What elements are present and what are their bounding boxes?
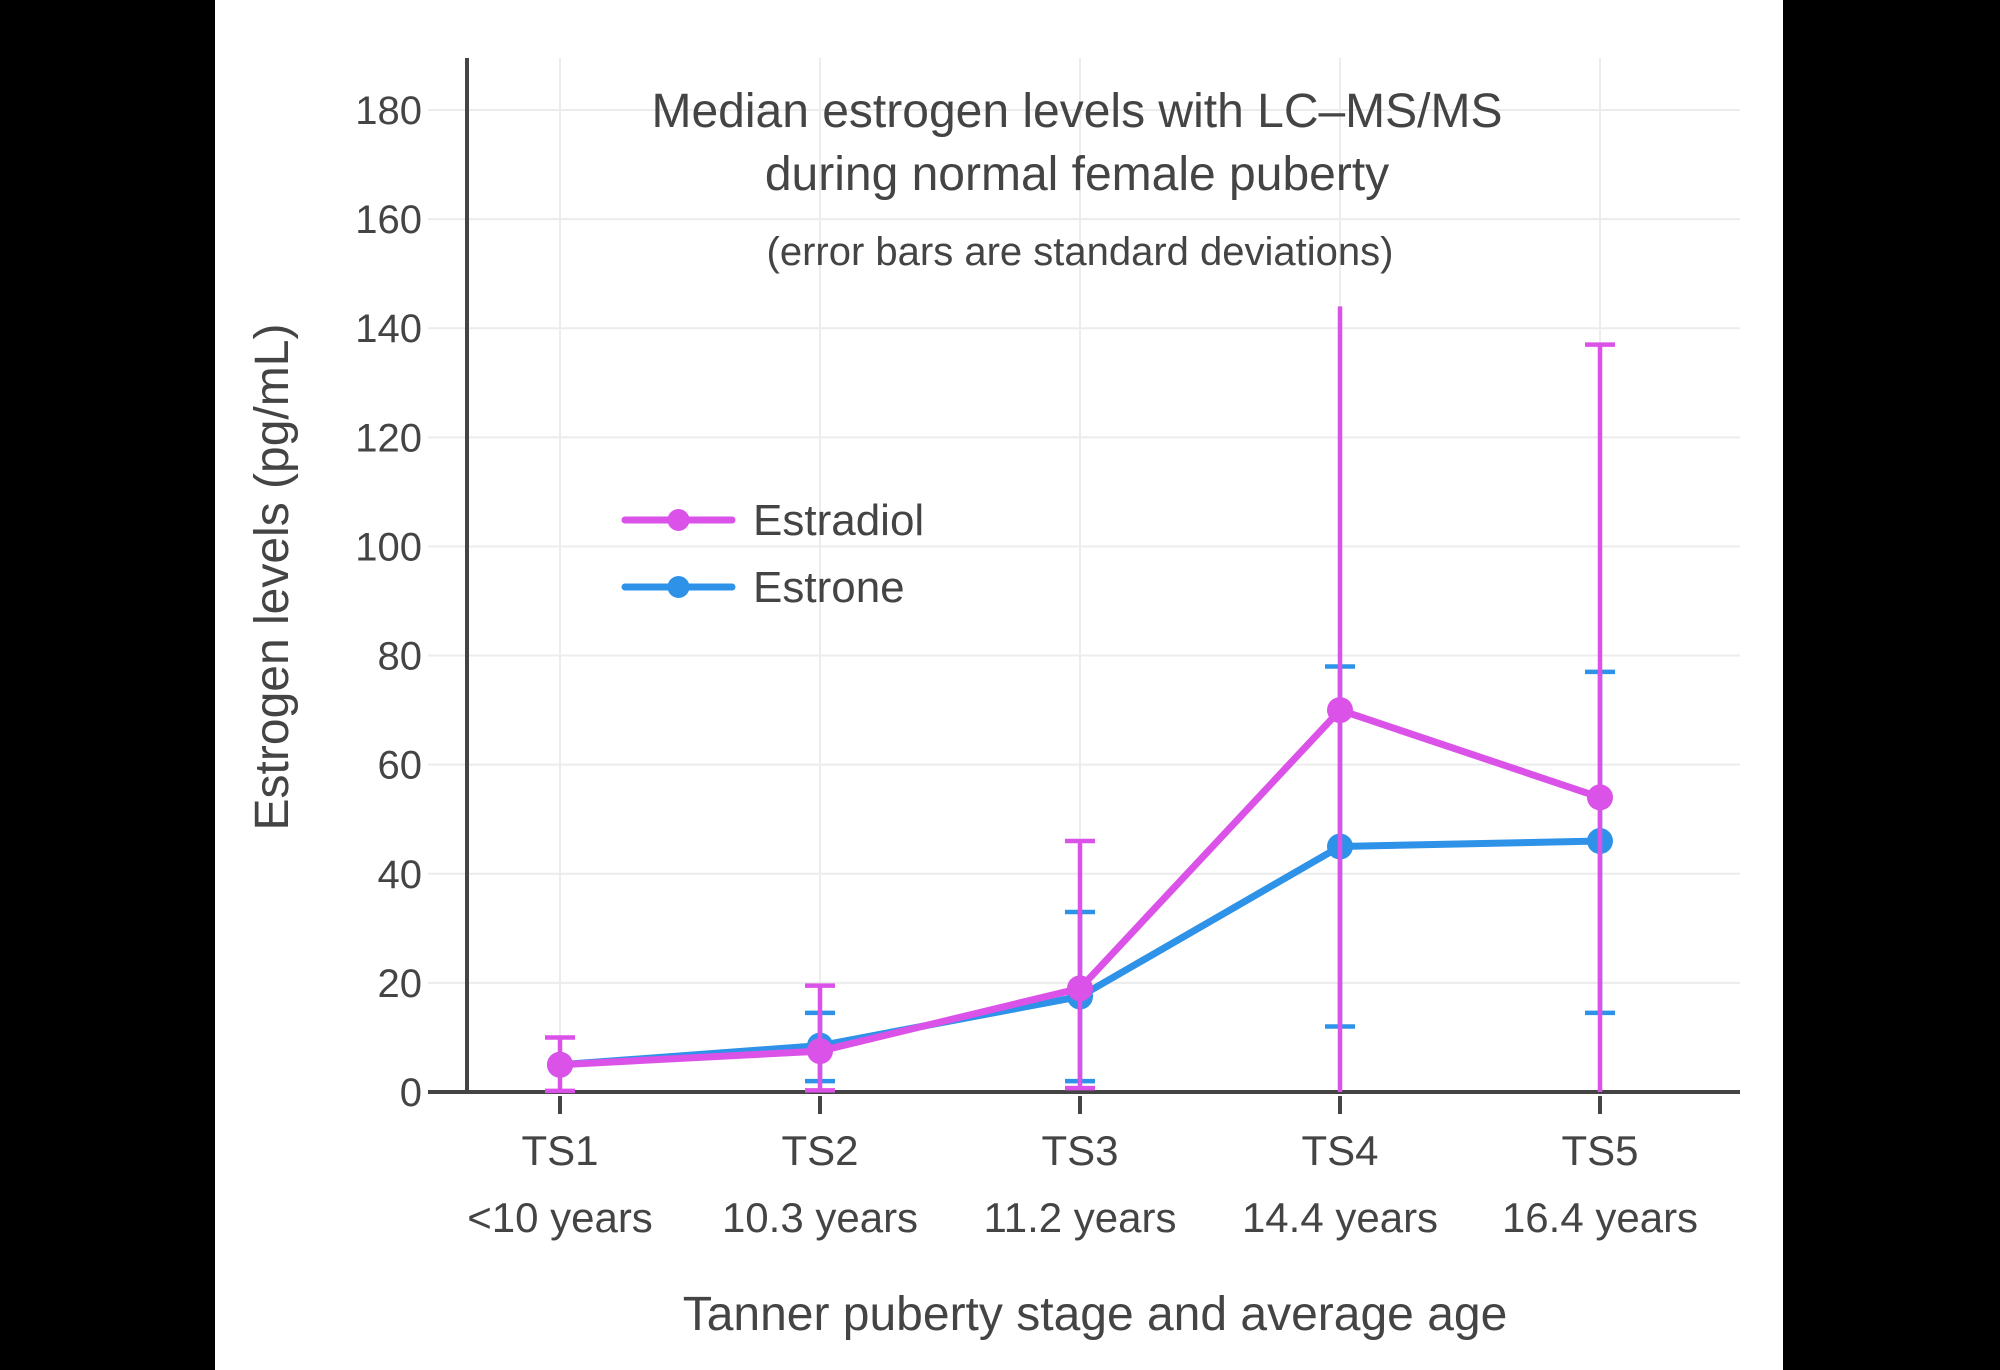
legend-item-estrone[interactable]: Estrone — [621, 563, 905, 612]
x-tick-label: TS5 — [1561, 1127, 1638, 1174]
data-point — [807, 1038, 833, 1065]
x-age-label: 10.3 years — [722, 1194, 918, 1241]
chart-title-line1: Median estrogen levels with LC–MS/MS — [651, 85, 1502, 138]
y-axis-title: Estrogen levels (pg/mL) — [246, 324, 299, 831]
x-age-label: 11.2 years — [984, 1194, 1177, 1241]
y-tick-label: 140 — [355, 307, 422, 351]
chart-subtitle: (error bars are standard deviations) — [767, 230, 1394, 274]
legend-label: Estrone — [753, 563, 905, 612]
series-layer — [545, 306, 1615, 1094]
x-axis-title: Tanner puberty stage and average age — [683, 1288, 1508, 1341]
x-age-label: 14.4 years — [1242, 1194, 1438, 1241]
legend-marker — [667, 509, 690, 531]
x-tick-label: TS3 — [1041, 1127, 1118, 1174]
chart-background — [215, 0, 1783, 1370]
y-tick-label: 60 — [378, 744, 423, 788]
axis-layer: 0 20 40 60 80 100 120 140 160 180 TS1 <10 years TS2 1… — [355, 58, 1740, 1241]
y-tick-label: 0 — [400, 1071, 422, 1115]
y-tick-label: 40 — [378, 853, 423, 897]
y-tick-label: 180 — [355, 89, 422, 133]
grid-layer — [428, 58, 1740, 1092]
legend-item-estradiol[interactable]: Estradiol — [621, 496, 924, 545]
legend-marker — [667, 576, 690, 598]
legend-label: Estradiol — [753, 496, 924, 545]
y-tick-label: 160 — [355, 198, 422, 242]
data-point — [1067, 975, 1093, 1002]
y-tick-label: 80 — [378, 635, 423, 679]
x-age-label: 16.4 years — [1502, 1194, 1698, 1241]
data-point — [1587, 784, 1613, 811]
series-estradiol — [545, 306, 1615, 1094]
x-tick-label: TS4 — [1301, 1127, 1378, 1174]
data-point — [1327, 697, 1353, 724]
data-point — [547, 1051, 573, 1078]
y-tick-label: 120 — [355, 416, 422, 460]
chart-title-line2: during normal female puberty — [765, 148, 1389, 201]
x-age-label: <10 years — [467, 1194, 653, 1241]
legend: Estradiol Estrone — [621, 496, 924, 612]
x-tick-label: TS2 — [781, 1127, 858, 1174]
y-tick-label: 20 — [378, 962, 423, 1006]
x-tick-label: TS1 — [521, 1127, 598, 1174]
y-tick-label: 100 — [355, 525, 422, 569]
